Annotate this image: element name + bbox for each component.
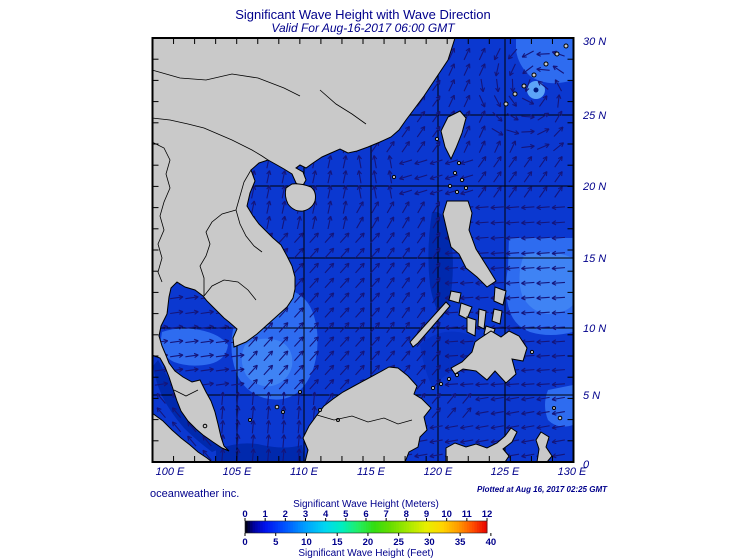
svg-text:125 E: 125 E (491, 466, 520, 478)
svg-text:0: 0 (242, 537, 247, 548)
svg-text:15: 15 (332, 537, 343, 548)
longitude-labels: 100 E 105 E 110 E 115 E 120 E 125 E 130 E (156, 466, 587, 478)
credit-text: oceanweather inc. (150, 488, 239, 500)
land-taiwan (440, 110, 467, 161)
svg-text:25: 25 (393, 537, 404, 548)
colorbar-ticks (244, 518, 492, 536)
svg-text:6: 6 (363, 509, 368, 520)
land-hainan (284, 183, 316, 212)
land-samar (493, 286, 507, 306)
land-mindoro (448, 290, 462, 304)
svg-text:5: 5 (273, 537, 279, 548)
land-leyte (491, 308, 503, 325)
page-title: Significant Wave Height with Wave Direct… (235, 7, 491, 22)
svg-text:2: 2 (283, 509, 288, 520)
land-mainland-asia (151, 37, 456, 452)
svg-text:105 E: 105 E (223, 466, 252, 478)
contour-2m-top-right (516, 38, 573, 84)
svg-text:1: 1 (263, 509, 269, 520)
land-mindanao (450, 330, 528, 384)
colorbar (244, 520, 488, 534)
land-sulawesi (445, 427, 518, 463)
svg-text:3: 3 (303, 509, 308, 520)
land-negros (466, 316, 477, 337)
svg-text:40: 40 (486, 537, 497, 548)
svg-text:120 E: 120 E (424, 466, 453, 478)
svg-text:0: 0 (242, 509, 247, 520)
colorbar-meter-values: 0 1 2 3 4 5 6 7 8 9 10 11 12 (242, 509, 492, 520)
landmass-layer (151, 37, 553, 463)
svg-text:10 N: 10 N (583, 323, 606, 335)
legend-title-meters: Significant Wave Height (Meters) (293, 499, 439, 510)
svg-text:10: 10 (441, 509, 452, 520)
svg-text:15 N: 15 N (583, 253, 606, 265)
colorbar-feet-values: 0 5 10 15 20 25 30 35 40 (242, 537, 496, 548)
land-cebu (477, 308, 487, 330)
svg-text:12: 12 (482, 509, 493, 520)
contour-low-malacca (153, 360, 222, 452)
contour-low-java (216, 443, 305, 462)
latitude-labels: 30 N 25 N 20 N 15 N 10 N 5 N 0 (582, 36, 606, 471)
svg-text:5 N: 5 N (583, 390, 600, 402)
svg-text:20 N: 20 N (582, 181, 606, 193)
svg-text:20: 20 (363, 537, 374, 548)
svg-text:11: 11 (462, 509, 473, 520)
land-palawan (409, 301, 451, 348)
plotted-timestamp: Plotted at Aug 16, 2017 02:25 GMT (477, 485, 608, 494)
svg-text:115 E: 115 E (357, 466, 386, 478)
svg-text:9: 9 (424, 509, 429, 520)
svg-text:100 E: 100 E (156, 466, 185, 478)
frame-ticks (152, 38, 574, 462)
svg-text:0: 0 (583, 459, 590, 471)
svg-text:8: 8 (404, 509, 409, 520)
svg-text:30 N: 30 N (583, 36, 606, 48)
legend-title-feet: Significant Wave Height (Feet) (298, 548, 433, 559)
svg-text:7: 7 (384, 509, 389, 520)
svg-text:25 N: 25 N (582, 110, 606, 122)
vortex-eye (533, 87, 539, 93)
valid-time-subtitle: Valid For Aug-16-2017 06:00 GMT (271, 21, 456, 35)
country-borders (151, 69, 413, 425)
svg-text:10: 10 (301, 537, 312, 548)
svg-text:30: 30 (424, 537, 435, 548)
svg-text:35: 35 (455, 537, 466, 548)
svg-text:5: 5 (343, 509, 349, 520)
contour-2m-se-corner (545, 385, 573, 427)
svg-text:110 E: 110 E (290, 466, 319, 478)
land-borneo (302, 366, 432, 463)
land-luzon (442, 200, 497, 288)
svg-text:4: 4 (323, 509, 329, 520)
svg-text:130 E: 130 E (558, 466, 587, 478)
